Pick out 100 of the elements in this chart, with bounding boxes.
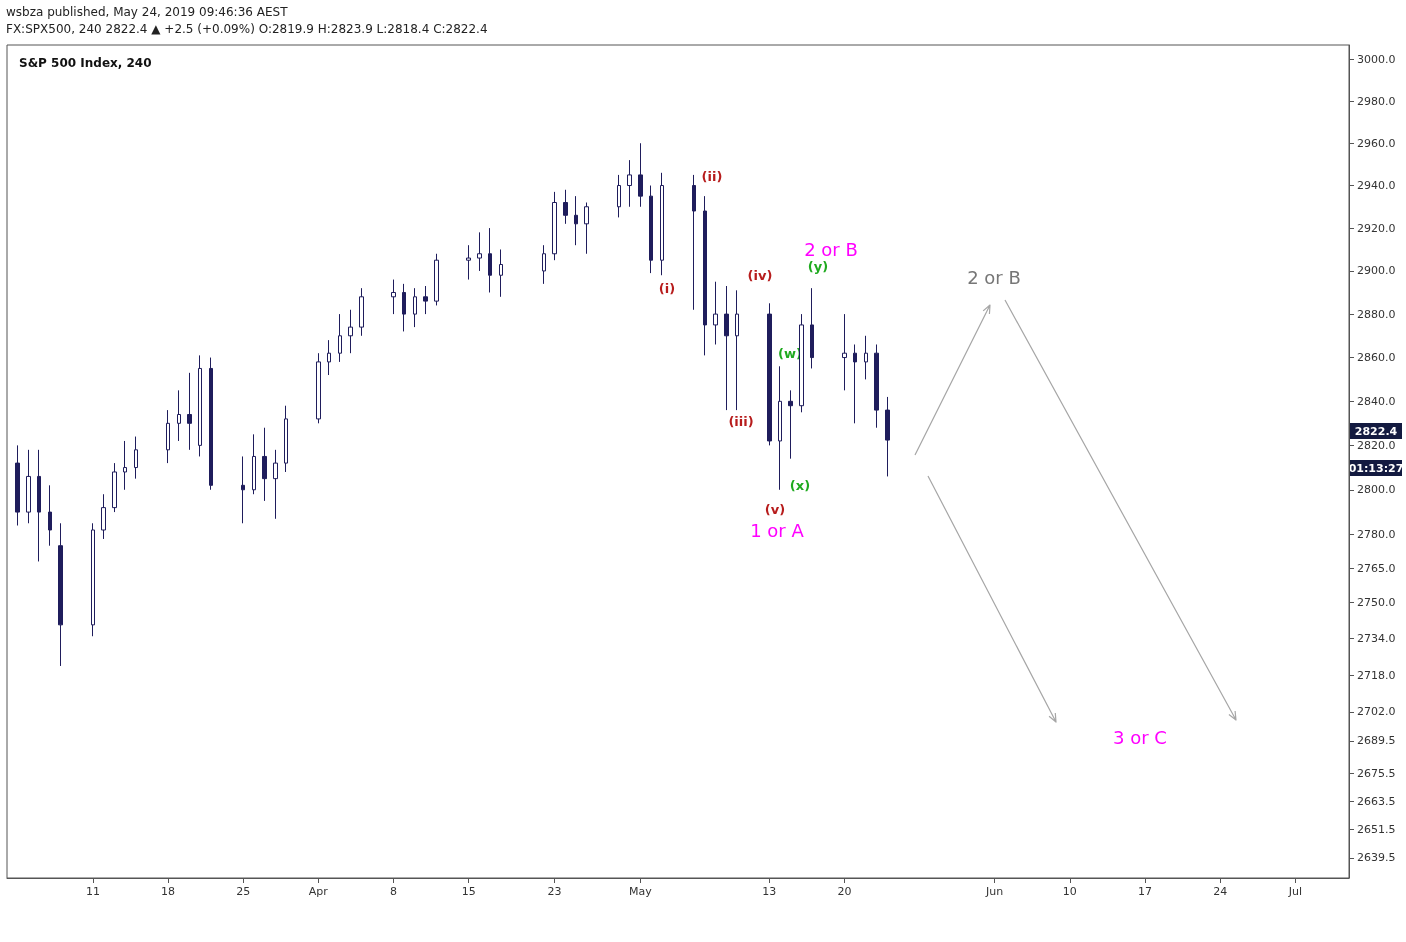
- x-tick-label: 10: [1062, 885, 1077, 898]
- candlestick: [327, 339, 331, 376]
- y-tick-label: 2750.0: [1357, 595, 1396, 609]
- candlestick: [273, 449, 278, 520]
- y-tick-label: 2689.5: [1357, 734, 1396, 748]
- y-tick-label: 3000.0: [1357, 53, 1396, 67]
- candlestick: [713, 281, 718, 345]
- candlestick: [874, 343, 879, 429]
- candlestick: [724, 285, 729, 411]
- candlestick: [187, 372, 192, 451]
- y-tick-label: 2734.0: [1357, 632, 1396, 646]
- y-tick-label: 2702.0: [1357, 705, 1396, 719]
- candlestick: [58, 522, 63, 667]
- candlestick: [778, 365, 782, 491]
- candlestick: [810, 287, 814, 369]
- x-tick-label: 13: [762, 885, 777, 898]
- x-tick-label: 24: [1213, 885, 1228, 898]
- candlestick: [284, 405, 288, 473]
- text: wsbza published, May 24, 2019 09:46:36 AEST: [6, 4, 289, 21]
- candlestick: [477, 231, 482, 272]
- x-tick-label: 11: [85, 885, 100, 898]
- y-tick-label: 2860.0: [1357, 351, 1396, 365]
- x-tick-label: Jul: [1287, 885, 1302, 898]
- annotation: 01:13:27: [1348, 461, 1404, 475]
- candlestick: [134, 436, 138, 480]
- candlestick: [198, 354, 202, 457]
- candlestick: [91, 522, 95, 637]
- annotation: (x): [789, 477, 811, 493]
- candlestick: [177, 389, 181, 442]
- candlestick: [402, 283, 406, 332]
- candlestick: [574, 195, 578, 246]
- candlestick: [101, 493, 106, 540]
- y-tick-label: 2820.0: [1357, 438, 1396, 452]
- candlestick: [542, 244, 546, 285]
- y-tick-label: 2900.0: [1357, 264, 1396, 278]
- candlestick: [166, 409, 170, 464]
- y-tick-label: 2718.0: [1357, 668, 1396, 682]
- x-tick-label: 20: [837, 885, 852, 898]
- y-tick-label: 2840.0: [1357, 394, 1396, 408]
- x-tick-label: 15: [461, 885, 476, 898]
- y-tick-label: 2651.5: [1357, 823, 1396, 837]
- candlestick: [788, 389, 793, 460]
- y-tick-label: 2780.0: [1357, 527, 1396, 541]
- y-tick-label: 2880.0: [1357, 307, 1396, 321]
- candlestick: [638, 142, 643, 208]
- x-tick-label: 18: [161, 885, 176, 898]
- candlestick: [627, 159, 632, 208]
- candlestick: [692, 174, 696, 311]
- x-tick-label: 17: [1138, 885, 1153, 898]
- x-tick-label: 25: [236, 885, 251, 898]
- candlestick: [209, 357, 213, 491]
- candlestick: [563, 189, 568, 225]
- y-tick-label: 2940.0: [1357, 179, 1396, 193]
- y-tick-label: 2920.0: [1357, 221, 1396, 235]
- annotation: (ii): [701, 168, 723, 184]
- candlestick: [799, 313, 804, 413]
- annotation: (y): [807, 258, 829, 274]
- candlestick: [434, 253, 439, 306]
- candlestick: [885, 396, 890, 477]
- candlestick: [842, 313, 847, 391]
- candlestick: [488, 227, 492, 293]
- candlestick: [499, 248, 503, 298]
- candlestick: [767, 302, 772, 446]
- candlestick: [864, 335, 868, 380]
- annotation: (i): [658, 280, 676, 296]
- candlestick: [853, 343, 857, 424]
- annotation: 2 or B: [967, 266, 1021, 288]
- candlestick: [552, 191, 557, 261]
- y-tick-label: 2765.0: [1357, 561, 1396, 575]
- candlestick: [26, 449, 31, 524]
- candlestick: [338, 313, 342, 363]
- text: 2822.4: [1354, 424, 1398, 438]
- text: S&P 500 Index, 240: [19, 56, 152, 70]
- candlestick: [466, 244, 471, 281]
- candlestick: [252, 433, 256, 495]
- candlestick: [735, 289, 739, 411]
- text: FX:SPX500, 240 2822.4 ▲ +2.5 (+0.09%) O:2819.9 H:2823.9 L:2818.4 C:2822.4: [6, 21, 488, 38]
- x-tick-label: 8: [390, 885, 397, 898]
- annotation: 2 or B: [804, 238, 858, 260]
- annotation: 1 or A: [750, 519, 805, 541]
- annotation: (iii): [728, 413, 754, 429]
- candlestick: [348, 309, 353, 354]
- y-tick-label: 2960.0: [1357, 136, 1396, 150]
- candlestick: [649, 185, 653, 274]
- y-tick-label: 2800.0: [1357, 483, 1396, 497]
- candlestick: [48, 484, 52, 547]
- candlestick: [660, 172, 664, 276]
- x-tick-label: 23: [547, 885, 562, 898]
- candlestick: [112, 462, 117, 513]
- candlestick: [703, 195, 707, 356]
- y-tick-label: 2675.5: [1357, 766, 1396, 780]
- annotation: 3 or C: [1113, 726, 1167, 748]
- candlestick: [37, 449, 41, 562]
- annotation: (v): [764, 501, 786, 517]
- candlestick: [617, 174, 621, 218]
- candlestick: [423, 285, 428, 315]
- candlestick: [15, 444, 20, 527]
- x-tick-label: Jun: [985, 885, 1004, 898]
- x-tick-label: May: [629, 885, 653, 898]
- x-tick-label: Apr: [308, 885, 329, 898]
